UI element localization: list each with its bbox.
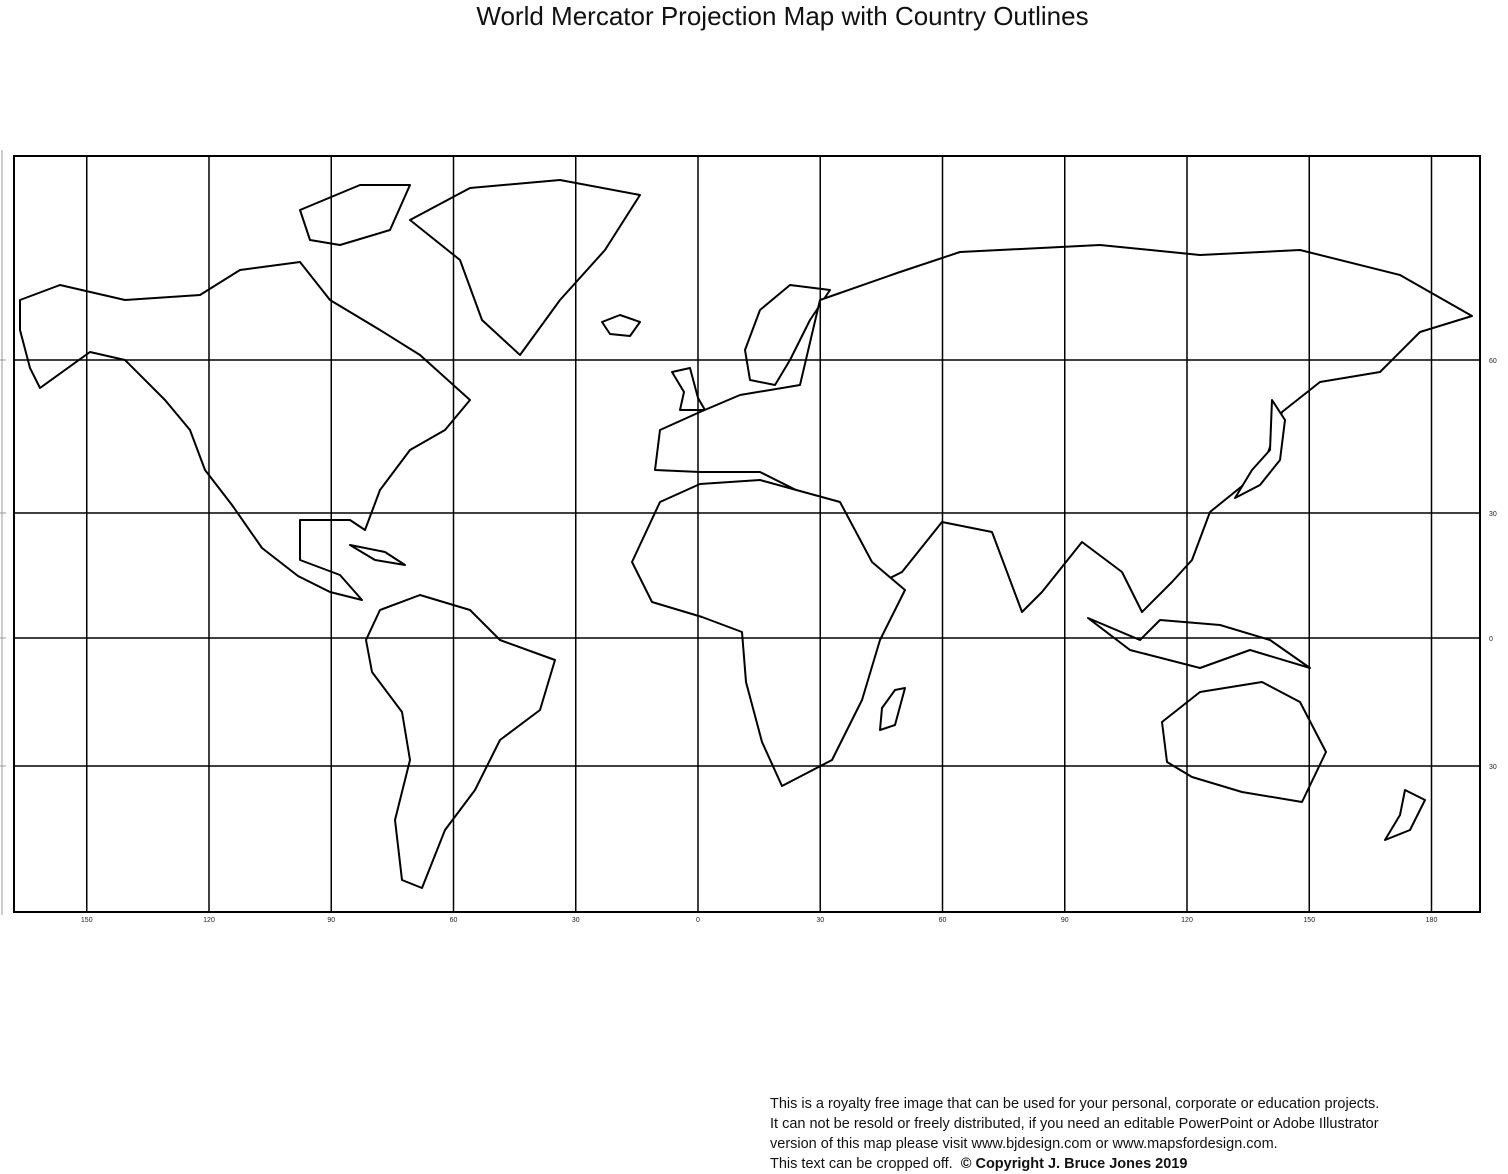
- longitude-label: 120: [203, 917, 215, 924]
- landmasses: [19, 179, 1473, 889]
- copyright-text: © Copyright J. Bruce Jones 2019: [960, 1156, 1188, 1172]
- longitude-label: 150: [81, 917, 93, 924]
- british-isles: [671, 367, 706, 411]
- longitude-label: 60: [939, 917, 947, 924]
- map-frame: [13, 155, 1481, 913]
- cuba: [349, 544, 406, 566]
- south-america: [365, 594, 556, 889]
- latitude-label: 30: [1489, 511, 1497, 518]
- new-zealand: [1384, 789, 1426, 841]
- longitude-label: 30: [816, 917, 824, 924]
- greenland: [409, 179, 641, 356]
- madagascar: [879, 687, 906, 731]
- longitude-label: 90: [1061, 917, 1069, 924]
- notice-line-4: This text can be cropped off.: [770, 1156, 953, 1172]
- canadian-arctic-islands: [299, 184, 411, 246]
- iceland: [601, 314, 641, 337]
- longitude-label: 120: [1181, 917, 1193, 924]
- map-title: World Mercator Projection Map with Count…: [476, 1, 1089, 31]
- japan: [1234, 399, 1286, 499]
- latitude-label: 0: [1489, 636, 1493, 643]
- axis-labels: 150 120 90 60 30 0 30 60 90 120 150 180 60 30 0 30: [81, 358, 1497, 924]
- longitude-label: 30: [572, 917, 580, 924]
- north-america: [19, 261, 471, 601]
- latitude-label: 30: [1489, 764, 1497, 771]
- copyright-notice: This is a royalty free image that can be…: [770, 1094, 1379, 1174]
- longitude-label: 180: [1426, 917, 1438, 924]
- longitude-label: 150: [1303, 917, 1315, 924]
- latitude-label: 60: [1489, 358, 1497, 365]
- australia: [1161, 681, 1327, 803]
- notice-line-2: It can not be resold or freely distribut…: [770, 1116, 1379, 1132]
- longitude-label: 0: [696, 917, 700, 924]
- notice-line-1: This is a royalty free image that can be…: [770, 1096, 1380, 1112]
- longitude-label: 90: [327, 917, 335, 924]
- indonesia: [1087, 617, 1311, 669]
- graticule: [0, 150, 1481, 915]
- longitude-label: 60: [450, 917, 458, 924]
- notice-line-3: version of this map please visit www.bjd…: [770, 1136, 1278, 1152]
- africa: [631, 479, 906, 787]
